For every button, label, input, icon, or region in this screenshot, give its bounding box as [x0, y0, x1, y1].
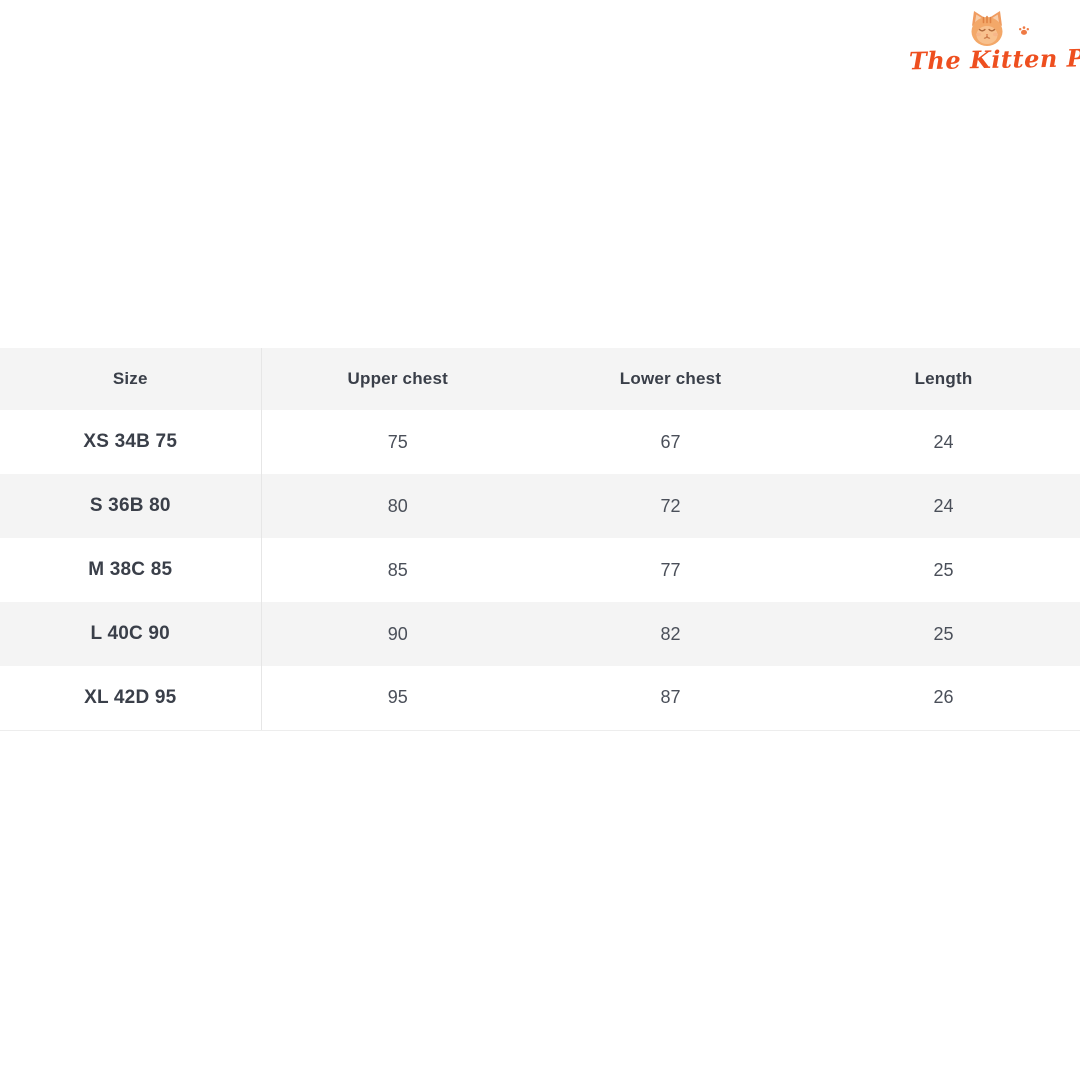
table-row: XS 34B 75 75 67 24 — [0, 410, 1080, 474]
paw-print-icon — [1019, 26, 1029, 35]
size-chart-table: Size Upper chest Lower chest Length XS 3… — [0, 348, 1080, 731]
size-cell: L 40C 90 — [0, 602, 262, 666]
size-cell: S 36B 80 — [0, 474, 262, 538]
header-lower-chest: Lower chest — [534, 348, 807, 410]
lower-chest-cell: 77 — [660, 559, 681, 580]
table-row: L 40C 90 90 82 25 — [0, 602, 1080, 666]
lower-chest-cell: 67 — [660, 431, 681, 452]
upper-chest-cell: 80 — [387, 495, 408, 516]
cat-face-icon — [971, 11, 1003, 46]
table-row: S 36B 80 80 72 24 — [0, 474, 1080, 538]
upper-chest-cell: 85 — [387, 559, 408, 580]
size-chart: Size Upper chest Lower chest Length XS 3… — [0, 348, 1080, 731]
table-header-row: Size Upper chest Lower chest Length — [0, 348, 1080, 410]
header-length: Length — [807, 348, 1080, 410]
length-cell: 25 — [933, 623, 954, 644]
brand-name: The Kitten Park — [908, 42, 1080, 76]
table-row: M 38C 85 85 77 25 — [0, 538, 1080, 602]
lower-chest-cell: 72 — [660, 495, 681, 516]
header-upper-chest: Upper chest — [261, 348, 534, 410]
length-cell: 26 — [807, 666, 1080, 731]
length-cell: 25 — [933, 559, 954, 580]
header-size: Size — [0, 348, 262, 410]
size-cell: XL 42D 95 — [0, 666, 262, 731]
length-cell: 24 — [933, 431, 954, 452]
upper-chest-cell: 95 — [261, 666, 534, 731]
brand-logo: The Kitten Park — [908, 8, 1080, 76]
size-cell: XS 34B 75 — [0, 410, 262, 474]
brand-logo-art — [909, 8, 1065, 48]
length-cell: 24 — [933, 495, 954, 516]
table-row: XL 42D 95 95 87 26 — [0, 666, 1080, 731]
upper-chest-cell: 90 — [387, 623, 408, 644]
size-cell: M 38C 85 — [0, 538, 262, 602]
lower-chest-cell: 82 — [660, 623, 681, 644]
lower-chest-cell: 87 — [534, 666, 807, 731]
upper-chest-cell: 75 — [387, 431, 408, 452]
